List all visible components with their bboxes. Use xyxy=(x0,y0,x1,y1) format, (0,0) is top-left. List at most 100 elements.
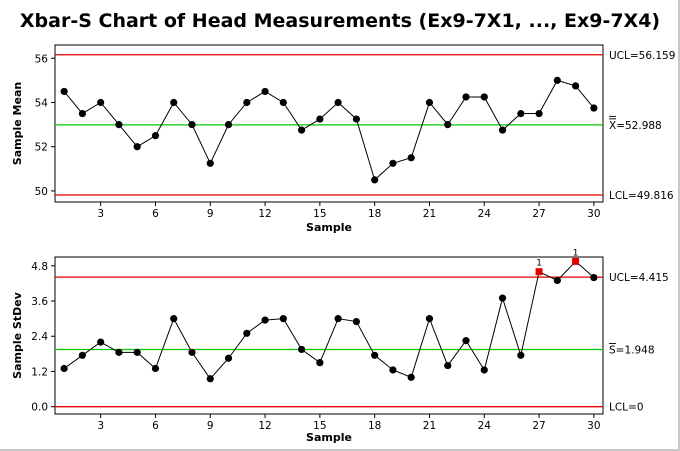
data-point xyxy=(170,98,178,107)
x-tick-label: 27 xyxy=(532,208,545,220)
x-tick-label: 12 xyxy=(258,420,271,432)
data-point xyxy=(60,87,68,96)
data-point xyxy=(425,98,434,107)
x-tick-label: 27 xyxy=(532,420,545,432)
data-point xyxy=(425,315,434,323)
data-point xyxy=(133,143,141,151)
flagged-point xyxy=(572,257,580,265)
data-point xyxy=(498,126,507,134)
x-axis-label: Sample xyxy=(306,221,352,234)
data-point xyxy=(97,338,105,346)
x-tick-label: 18 xyxy=(368,420,381,432)
data-point xyxy=(188,121,196,129)
y-tick-label: 0.0 xyxy=(31,402,48,414)
data-point xyxy=(206,159,214,167)
data-point xyxy=(224,121,233,129)
ucl-label: UCL=4.415 xyxy=(609,272,669,284)
x-tick-label: 9 xyxy=(207,420,214,432)
data-point xyxy=(334,98,342,107)
data-point xyxy=(151,364,160,373)
center-label: X=52.988 xyxy=(609,120,662,132)
data-point xyxy=(352,317,360,326)
data-point xyxy=(462,337,470,345)
data-point xyxy=(316,359,324,367)
lcl-label: LCL=0 xyxy=(609,402,644,414)
x-axis-label: Sample xyxy=(306,431,352,444)
y-tick-label: 2.4 xyxy=(31,331,48,343)
x-tick-label: 12 xyxy=(258,208,271,220)
xbar-panel: UCL=56.159 X=52.988 LCL=49.816 3 6 9 12 15 18 21 2… xyxy=(11,44,675,234)
center-label: S=1.948 xyxy=(609,344,655,356)
data-point xyxy=(407,373,415,381)
data-point xyxy=(261,87,269,96)
ucl-label: UCL=56.159 xyxy=(609,50,675,62)
data-point xyxy=(97,98,105,107)
chart-title: Xbar-S Chart of Head Measurements (Ex9-7… xyxy=(20,10,660,32)
data-point xyxy=(243,329,251,337)
data-point xyxy=(590,104,598,112)
data-point xyxy=(316,115,324,123)
y-tick-label: 50 xyxy=(35,186,48,198)
y-tick-label: 1.2 xyxy=(31,366,48,378)
flagged-point xyxy=(535,268,543,276)
flag-label: 1 xyxy=(573,248,579,258)
data-point xyxy=(352,115,360,123)
data-point xyxy=(498,294,507,302)
x-tick-label: 6 xyxy=(152,208,159,220)
y-tick-label: 52 xyxy=(35,142,48,154)
x-tick-label: 3 xyxy=(97,420,104,432)
x-tick-label: 24 xyxy=(478,420,492,432)
lcl-label: LCL=49.816 xyxy=(609,190,674,202)
x-tick-label: 6 xyxy=(152,420,159,432)
data-point xyxy=(261,316,269,324)
data-point xyxy=(517,109,525,118)
data-point xyxy=(78,109,86,118)
s-panel: UCL=4.415 S=1.948 LCL=0 3 6 9 12 15 18 21 24 27 30 0.… xyxy=(11,248,669,444)
data-point xyxy=(78,351,86,359)
x-tick-label: 21 xyxy=(423,208,436,220)
data-point xyxy=(371,176,379,184)
data-point xyxy=(389,366,397,374)
data-point xyxy=(279,315,287,323)
data-point xyxy=(115,121,123,129)
series-line xyxy=(63,260,595,380)
data-point xyxy=(553,276,561,285)
data-point xyxy=(407,154,415,162)
data-point xyxy=(298,345,306,354)
x-tick-label: 9 xyxy=(207,208,214,220)
x-tick-label: 21 xyxy=(423,420,436,432)
y-tick-label: 56 xyxy=(35,53,49,65)
y-tick-label: 3.6 xyxy=(31,296,48,308)
data-point xyxy=(371,351,379,359)
data-point xyxy=(224,354,233,362)
data-point xyxy=(133,348,141,356)
flag-label: 1 xyxy=(536,259,542,269)
data-point xyxy=(480,93,488,101)
data-point xyxy=(444,361,452,370)
data-point xyxy=(298,126,306,134)
x-tick-label: 24 xyxy=(478,208,492,220)
data-point xyxy=(60,364,68,373)
data-point xyxy=(115,348,123,356)
data-point xyxy=(572,82,580,90)
y-tick-label: 54 xyxy=(35,97,49,109)
data-point xyxy=(553,76,561,84)
y-tick-label: 4.8 xyxy=(31,261,48,273)
x-tick-label: 18 xyxy=(368,208,381,220)
data-point xyxy=(243,98,251,107)
data-point xyxy=(517,351,525,359)
plot-frame xyxy=(54,256,604,415)
data-point xyxy=(188,348,196,356)
x-tick-label: 3 xyxy=(97,208,104,220)
data-point xyxy=(480,366,488,374)
y-axis-label: Sample Mean xyxy=(11,82,24,165)
data-point xyxy=(444,121,452,129)
data-point xyxy=(170,315,178,323)
data-point xyxy=(151,132,160,140)
x-tick-label: 15 xyxy=(313,208,326,220)
data-point xyxy=(590,273,598,282)
data-point xyxy=(535,109,543,118)
plot-frame xyxy=(54,44,604,203)
